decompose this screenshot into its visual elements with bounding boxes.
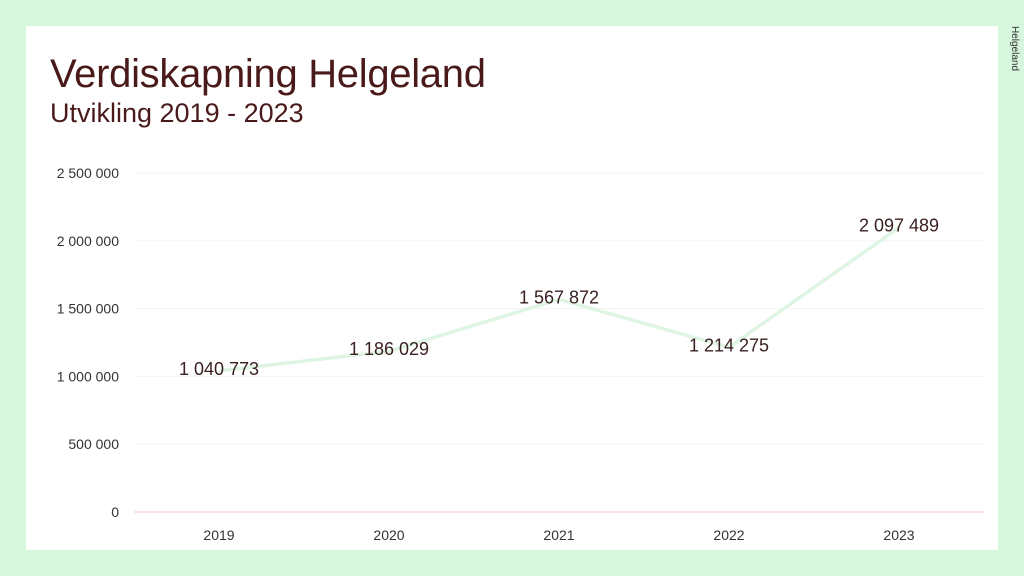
slide-panel: Verdiskapning Helgeland Utvikling 2019 -… (26, 26, 998, 550)
page-title: Verdiskapning Helgeland (50, 52, 486, 96)
y-tick-label: 1 500 000 (57, 301, 119, 317)
x-tick-label: 2021 (543, 527, 574, 543)
data-label: 1 186 029 (349, 339, 429, 359)
x-tick-label: 2023 (883, 527, 914, 543)
data-label: 1 567 872 (519, 287, 599, 307)
x-tick-label: 2022 (713, 527, 744, 543)
y-tick-label: 0 (111, 504, 119, 520)
page-subtitle: Utvikling 2019 - 2023 (50, 98, 304, 128)
x-tick-label: 2020 (373, 527, 404, 543)
series-line (218, 226, 901, 373)
y-tick-label: 2 500 000 (57, 165, 119, 181)
y-tick-label: 2 000 000 (57, 233, 119, 249)
data-label: 2 097 489 (859, 216, 939, 236)
x-tick-label: 2019 (203, 527, 234, 543)
data-label: 1 040 773 (179, 359, 259, 379)
y-tick-label: 500 000 (68, 436, 119, 452)
data-label: 1 214 275 (689, 335, 769, 355)
y-tick-label: 1 000 000 (57, 368, 119, 384)
